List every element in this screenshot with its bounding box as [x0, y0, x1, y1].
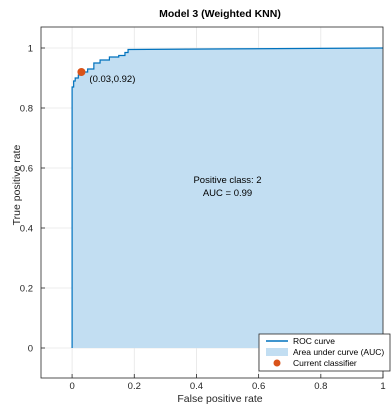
legend-roc-label: ROC curve	[293, 336, 335, 346]
roc-curve-line	[71, 47, 384, 348]
auc-text: AUC = 0.99	[203, 188, 252, 199]
x-tick-label: 0.6	[252, 381, 265, 392]
x-tick-label: 0.4	[190, 381, 203, 392]
point-label: (0.03,0.92)	[89, 74, 135, 85]
legend-point-marker-icon	[273, 359, 281, 367]
x-axis-ticks: 0 0.2 0.4 0.6 0.8 1	[69, 374, 386, 392]
x-tick-label: 0.8	[314, 381, 327, 392]
y-tick-label: 1	[28, 44, 33, 55]
y-axis-label: True positive rate	[11, 144, 23, 225]
legend-area-label: Area under curve (AUC)	[293, 347, 384, 357]
plot-frame	[40, 26, 384, 379]
chart-title: Model 3 (Weighted KNN)	[159, 8, 281, 20]
auc-area	[72, 48, 383, 348]
legend-area-swatch-icon	[266, 348, 288, 356]
x-axis-label: False positive rate	[177, 393, 262, 405]
y-tick-label: 0.4	[20, 224, 33, 235]
x-tick-label: 0	[69, 381, 74, 392]
y-tick-label: 0.8	[20, 104, 33, 115]
x-tick-label: 1	[380, 381, 385, 392]
y-tick-label: 0.6	[20, 164, 33, 175]
y-tick-label: 0	[28, 344, 33, 355]
y-tick-label: 0.2	[20, 284, 33, 295]
y-axis-ticks: 0 0.2 0.4 0.6 0.8 1	[20, 44, 45, 355]
current-classifier-point	[77, 68, 86, 76]
legend-point-label: Current classifier	[293, 358, 357, 368]
x-tick-label: 0.2	[128, 381, 141, 392]
positive-class-text: Positive class: 2	[193, 175, 261, 186]
legend: ROC curve Area under curve (AUC) Current…	[258, 333, 391, 372]
